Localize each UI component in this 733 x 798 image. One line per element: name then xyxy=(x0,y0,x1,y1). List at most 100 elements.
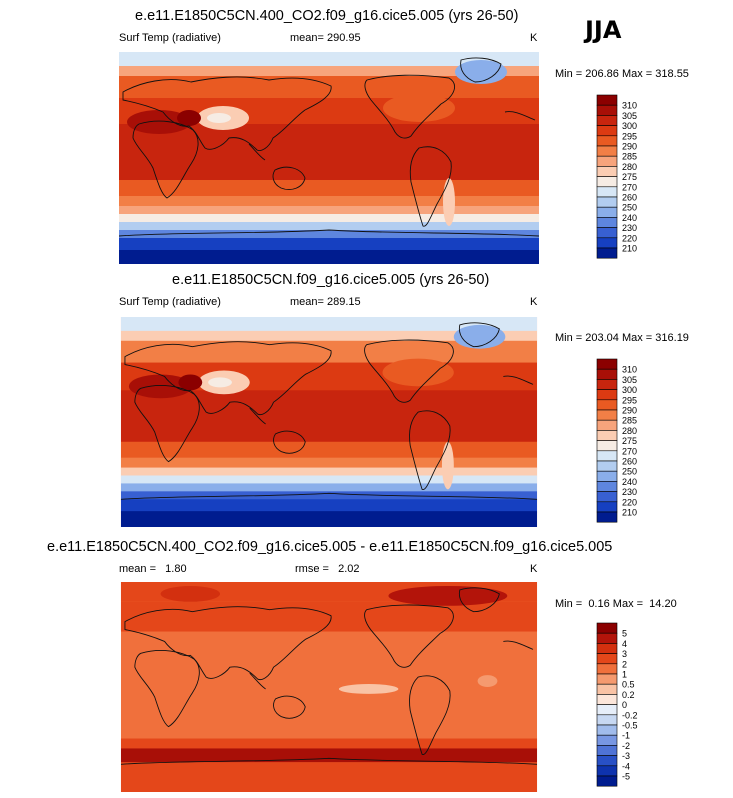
colorbar-label: -0.2 xyxy=(622,710,638,720)
colorbar-swatch xyxy=(596,247,618,259)
zone-sea-ice-edge xyxy=(120,748,538,763)
colorbar-label: 290 xyxy=(622,406,637,416)
panel3-mean-label: mean = 1.80 xyxy=(119,563,187,575)
colorbar-swatch xyxy=(596,765,618,777)
colorbar-label: 275 xyxy=(622,436,637,446)
middle-east-hot xyxy=(178,374,203,391)
colorbar-label: -2 xyxy=(622,741,630,751)
zone-north-mid xyxy=(120,340,538,363)
coastlines xyxy=(120,587,538,765)
panel1-units: K xyxy=(530,32,538,44)
colorbar-label: 285 xyxy=(622,152,637,162)
colorbar-swatch xyxy=(596,643,618,654)
colorbar-swatch xyxy=(596,368,618,380)
colorbar-label: 295 xyxy=(622,395,637,405)
colorbar-swatch xyxy=(596,683,618,695)
zone-southern-ocean xyxy=(119,214,539,224)
zone-antarctic-2 xyxy=(119,238,539,252)
colorbar-label: 250 xyxy=(622,203,637,213)
coastlines xyxy=(118,57,540,237)
colorbar-swatch xyxy=(596,673,618,685)
andes-cool xyxy=(441,441,454,490)
colorbar-label: 220 xyxy=(622,497,637,507)
colorbar-label: 310 xyxy=(622,365,637,375)
colorbar-label: 230 xyxy=(622,487,637,497)
panel3-units: K xyxy=(530,563,538,575)
sahara-hot xyxy=(128,374,193,399)
colorbar-swatch xyxy=(596,166,618,177)
colorbar-label: 3 xyxy=(622,649,627,659)
colorbar-label: 250 xyxy=(622,467,637,477)
colorbar-label: 300 xyxy=(622,385,637,395)
zone-antarctic-3 xyxy=(120,511,538,527)
panel2-minmax: Min = 203.04 Max = 316.19 xyxy=(555,332,689,344)
panel3-map xyxy=(120,582,538,792)
middle-east-hot xyxy=(177,110,201,126)
north-america-warm xyxy=(382,358,454,387)
colorbar-swatch xyxy=(596,632,618,644)
colorbar-swatch xyxy=(596,430,618,441)
colorbar-label: 5 xyxy=(622,629,627,639)
colorbar-swatch xyxy=(596,186,618,198)
zone-antarctic-2 xyxy=(120,499,538,514)
panel1-minmax: Min = 206.86 Max = 318.55 xyxy=(555,68,689,80)
colorbar-label: -0.5 xyxy=(622,721,638,731)
zone-tropics xyxy=(120,390,538,442)
colorbar-label: 0 xyxy=(622,700,627,710)
colorbar-swatch xyxy=(596,755,618,767)
colorbar-swatch xyxy=(596,704,618,716)
zone-north-mid xyxy=(119,76,539,98)
zone-subarctic xyxy=(120,330,538,343)
panel2-variable-label: Surf Temp (radiative) xyxy=(119,296,221,308)
arctic-warm xyxy=(388,585,508,606)
colorbar-swatch xyxy=(596,734,618,746)
colorbar-swatch xyxy=(596,501,618,513)
colorbar-swatch xyxy=(596,775,618,787)
panel1-mean-label: mean= 290.95 xyxy=(290,32,361,44)
colorbar-swatch xyxy=(596,511,618,523)
panel2-title: e.e11.E1850C5CN.f09_g16.cice5.005 (yrs 2… xyxy=(172,272,490,288)
zone-antarctic-edge xyxy=(120,483,538,494)
colorbar-label: 280 xyxy=(622,426,637,436)
colorbar-label: 240 xyxy=(622,213,637,223)
colorbar-label: -5 xyxy=(622,772,630,782)
colorbar-swatch xyxy=(596,491,618,503)
colorbar-swatch xyxy=(596,714,618,726)
colorbar-label: 1 xyxy=(622,670,627,680)
colorbar-swatch xyxy=(596,724,618,736)
atlantic-cool xyxy=(477,675,498,687)
colorbar-label: 270 xyxy=(622,446,637,456)
north-america-warm xyxy=(383,94,455,122)
tibet-core xyxy=(208,377,232,388)
colorbar-swatch xyxy=(596,440,618,452)
colorbar-label: 280 xyxy=(622,162,637,172)
colorbar-label: 240 xyxy=(622,477,637,487)
panel3-rmse-label: rmse = 2.02 xyxy=(295,563,360,575)
colorbar-swatch xyxy=(596,379,618,390)
zone-southern-ocean xyxy=(120,475,538,486)
colorbar-swatch xyxy=(596,470,618,482)
colorbar-swatch xyxy=(596,694,618,705)
colorbar-swatch xyxy=(596,145,618,157)
colorbar-swatch xyxy=(596,206,618,218)
panel2-mean-label: mean= 289.15 xyxy=(290,296,361,308)
panel1-map xyxy=(118,52,540,264)
colorbar-label: 270 xyxy=(622,182,637,192)
colorbar-swatch xyxy=(596,745,618,756)
colorbar-swatch xyxy=(596,481,618,492)
zone-arctic xyxy=(120,317,538,333)
zone-tropics xyxy=(119,124,539,180)
panel2-map xyxy=(120,317,538,527)
colorbar-swatch xyxy=(596,358,618,370)
colorbar-swatch xyxy=(596,460,618,472)
colorbar-label: 260 xyxy=(622,193,637,203)
colorbar-label: 220 xyxy=(622,233,637,243)
panel3-title: e.e11.E1850C5CN.400_CO2.f09_g16.cice5.00… xyxy=(47,539,613,555)
zone-antarctic-edge xyxy=(119,222,539,232)
panel1-colorbar: 3103053002952902852802752702602502402302… xyxy=(596,94,637,259)
colorbar-label: 260 xyxy=(622,457,637,467)
colorbar-swatch xyxy=(596,389,618,401)
panel1-variable-label: Surf Temp (radiative) xyxy=(119,32,221,44)
colorbar-swatch xyxy=(596,196,618,208)
